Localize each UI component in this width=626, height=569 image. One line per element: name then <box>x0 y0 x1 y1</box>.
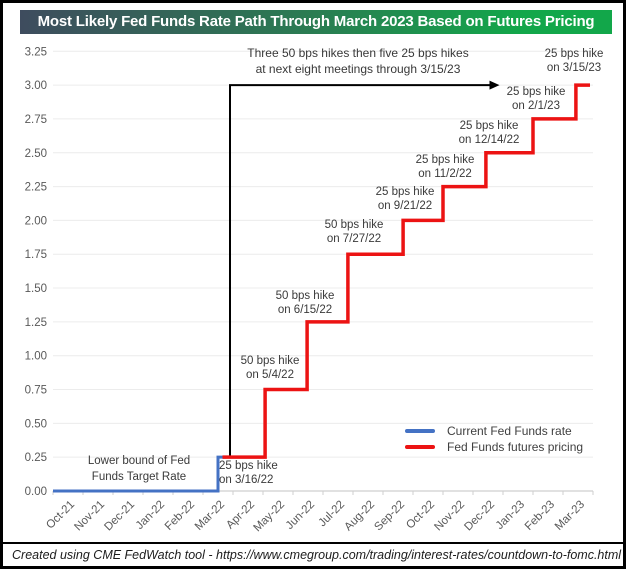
annotation-hike-7-27-22: 50 bps hike on 7/27/22 <box>324 219 384 245</box>
y-tick-label: 0.50 <box>25 418 47 430</box>
x-tick-label: Feb-22 <box>163 499 197 533</box>
y-tick-label: 1.75 <box>25 249 47 261</box>
annotation-hike-9-21-22: 25 bps hike on 9/21/22 <box>375 186 435 212</box>
y-tick-label: 1.50 <box>25 283 47 295</box>
x-tick-label: Dec-22 <box>462 499 497 534</box>
y-tick-label: 2.00 <box>25 215 47 227</box>
x-tick-label: Sep-22 <box>372 499 407 534</box>
annotation-hike-3-16-22: 25 bps hike on 3/16/22 <box>219 460 278 486</box>
x-tick-label: Mar-22 <box>193 499 227 533</box>
legend-item-futures-pricing: Fed Funds futures pricing <box>405 439 583 455</box>
series-line-fed-funds-futures-pricing <box>222 83 590 459</box>
legend-label: Fed Funds futures pricing <box>447 440 584 454</box>
legend-swatch-blue-line <box>405 429 435 433</box>
legend: Current Fed Funds rate Fed Funds futures… <box>405 423 583 455</box>
footer-divider <box>3 542 623 544</box>
y-tick-label: 0.25 <box>25 452 47 464</box>
y-tick-label: 3.00 <box>25 80 47 92</box>
chart-plot-area: 0.00 0.25 0.50 0.75 1.00 1.25 1.50 1.75 2.00 2.25… <box>25 46 594 535</box>
legend-swatch-red-line <box>405 445 435 449</box>
legend-label: Current Fed Funds rate <box>447 424 572 438</box>
x-tick-label: May-22 <box>252 499 288 535</box>
y-tick-label: 2.75 <box>25 114 47 126</box>
x-tick-label: Jan-23 <box>494 499 527 532</box>
x-tick-label: Aug-22 <box>342 499 377 534</box>
x-tick-label: Nov-22 <box>432 499 467 534</box>
y-tick-label: 0.00 <box>25 486 47 498</box>
x-tick-label: Mar-23 <box>553 499 587 533</box>
x-tick-label: Feb-23 <box>523 499 557 533</box>
annotation-hike-12-14-22: 25 bps hike on 12/14/22 <box>458 120 520 146</box>
series-line-current-fed-funds-rate <box>53 455 227 493</box>
legend-item-current-rate: Current Fed Funds rate <box>405 423 583 439</box>
annotation-hike-3-15-23: 25 bps hike on 3/15/23 <box>544 48 604 74</box>
x-tick-label: Dec-21 <box>102 499 137 534</box>
y-tick-label: 1.00 <box>25 351 47 363</box>
y-tick-label: 2.50 <box>25 148 47 160</box>
annotation-summary-line2: at next eight meetings through 3/15/23 <box>255 61 461 76</box>
annotation-hike-11-2-22: 25 bps hike on 11/2/22 <box>415 154 475 180</box>
arrow-head <box>489 80 500 90</box>
x-tick-label: Nov-21 <box>72 499 107 534</box>
chart-title: Most Likely Fed Funds Rate Path Through … <box>20 10 612 34</box>
y-tick-label: 2.25 <box>25 182 47 194</box>
annotation-summary-line1: Three 50 bps hikes then five 25 bps hike… <box>247 46 469 60</box>
annotation-hike-2-1-23: 25 bps hike on 2/1/23 <box>506 86 566 112</box>
footer-credit: Created using CME FedWatch tool - https:… <box>12 548 622 562</box>
y-tick-label: 3.25 <box>25 46 47 58</box>
x-tick-label: Jun-22 <box>284 499 317 532</box>
y-tick-label: 1.25 <box>25 317 47 329</box>
annotation-lower-bound: Lower bound of Fed Funds Target Rate <box>87 455 191 483</box>
x-tick-label: Oct-22 <box>404 499 437 532</box>
annotation-hike-6-15-22: 50 bps hike on 6/15/22 <box>275 290 335 316</box>
x-tick-label: Jan-22 <box>134 499 167 532</box>
annotation-summary: Three 50 bps hikes then five 25 bps hike… <box>198 46 518 77</box>
x-tick-label: Oct-21 <box>44 499 77 532</box>
y-tick-label: 0.75 <box>25 385 47 397</box>
annotation-hike-5-4-22: 50 bps hike on 5/4/22 <box>240 355 300 381</box>
